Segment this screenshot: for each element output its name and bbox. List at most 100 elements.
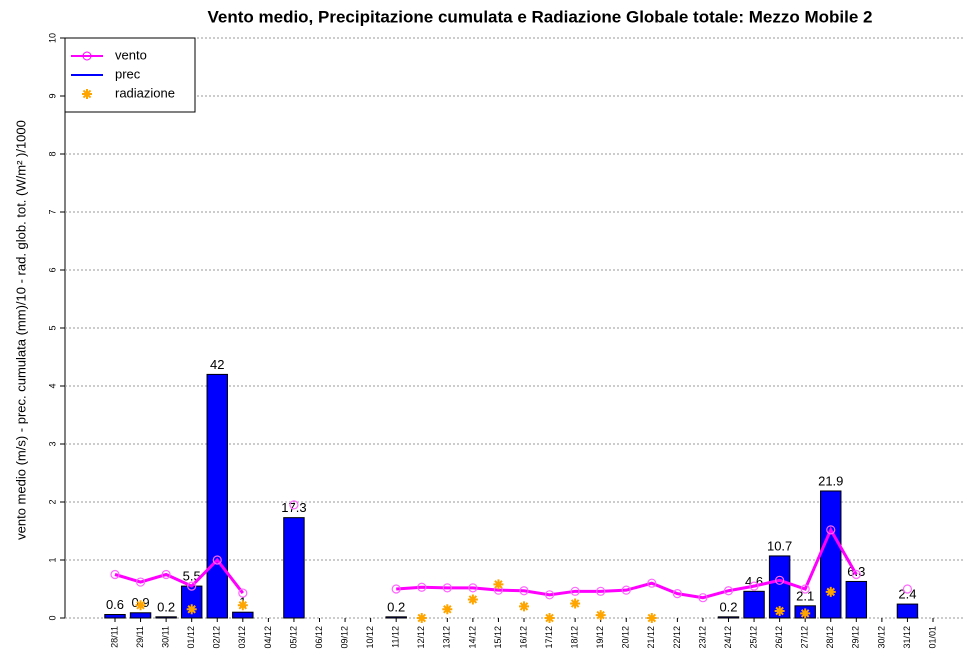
vento-point [902,584,913,594]
vento-point [391,584,401,594]
legend-marker [82,89,92,99]
vento-point [135,577,146,587]
x-tick-label: 10/12 [365,626,375,649]
vento-point [570,586,580,596]
x-tick-label: 12/12 [416,626,426,649]
y-tick-label: 5 [47,325,57,330]
vento-point [238,588,248,598]
x-tick-label: 14/12 [467,626,477,649]
bar [129,612,152,619]
y-tick-label: 10 [47,33,57,43]
chart-title: Vento medio, Precipitazione cumulata e R… [207,7,872,26]
vento-point [698,593,708,603]
bar [232,611,254,619]
bar [845,580,868,619]
value-label: 42 [210,357,224,372]
vento-point [596,586,606,596]
x-tick-label: 04/12 [263,626,273,649]
x-tick-label: 17/12 [544,626,554,649]
value-label: 0.2 [157,599,175,614]
x-tick-label: 21/12 [646,626,656,649]
value-label: 2.1 [796,588,814,603]
x-tick-label: 22/12 [672,626,682,649]
vento-point [110,569,120,580]
x-tick-label: 11/12 [391,626,401,648]
legend: vento prec radiazione [64,37,196,113]
vento-point [187,581,197,591]
bar [717,616,740,619]
vento-point [442,583,452,593]
radiazione-point [646,613,657,623]
value-label: 0.2 [719,599,737,614]
x-tick-label: 30/11 [161,626,171,648]
bar [104,614,126,619]
vento-point [519,586,529,596]
x-tick-label: 28/12 [825,626,835,649]
value-label: 10.7 [767,538,792,553]
x-tick-label: 28/11 [109,626,119,648]
y-tick-label: 4 [47,383,57,388]
radiazione-point [493,579,504,590]
x-tick-label: 05/12 [288,626,298,649]
radiazione-point [442,604,453,615]
value-label: 2.4 [898,587,916,602]
x-tick-label: 01/12 [186,626,196,649]
value-label: 0.6 [106,597,124,612]
x-tick-label: 23/12 [697,626,707,649]
y-axis-label: vento medio (m/s) - prec. cumulata (mm)/… [13,120,28,540]
y-tick-label: 2 [47,499,57,504]
x-tick-label: 27/12 [800,626,810,649]
vento-point [672,589,682,599]
legend-label: radiazione [115,85,175,100]
value-label: 21.9 [818,473,843,488]
bar [385,616,407,619]
vento-point [289,500,299,510]
value-label: 0.2 [387,599,405,614]
y-tick-label: 3 [47,441,57,446]
radiazione-point [416,613,427,623]
vento-line [396,526,858,600]
y-tick-label: 7 [47,209,57,214]
vento-point [212,555,222,565]
vento-point [723,586,734,596]
legend-marker [82,51,92,61]
legend-label: prec [115,66,141,81]
x-tick-label: 30/12 [876,626,886,649]
radiazione-point [774,606,785,617]
y-tick-label: 6 [47,267,57,272]
bar [743,590,765,619]
bar [820,490,842,619]
x-tick-label: 16/12 [518,626,528,649]
x-tick-label: 02/12 [212,626,222,649]
x-tick-label: 25/12 [748,626,758,649]
vento-point [851,569,861,580]
radiazione-point [467,594,478,605]
x-tick-label: 09/12 [339,626,349,649]
vento-point [468,583,478,593]
x-tick-label: 24/12 [723,626,733,649]
bar [283,517,305,619]
x-tick-label: 01/01 [927,626,937,649]
radiazione-point [135,600,146,611]
bar [155,616,177,619]
x-tick-label: 15/12 [493,626,503,649]
vento-point [647,578,657,588]
x-tick-label: 18/12 [570,626,580,649]
x-tick-label: 06/12 [314,626,324,649]
x-tick-label: 19/12 [595,626,605,649]
radiazione-point [237,600,248,611]
x-tick-label: 03/12 [237,626,247,649]
x-tick-label: 31/12 [902,626,912,649]
vento-point [826,525,836,535]
y-tick-label: 1 [47,557,57,562]
radiazione-point [595,610,606,621]
radiazione-point [186,604,197,615]
bar [896,603,919,619]
vento-point [775,575,785,585]
radiazione-point [544,613,555,623]
x-tick-label: 26/12 [774,626,784,649]
x-tick-label: 29/11 [135,626,145,648]
x-tick-label: 29/12 [851,626,861,649]
vento-point [161,569,171,580]
